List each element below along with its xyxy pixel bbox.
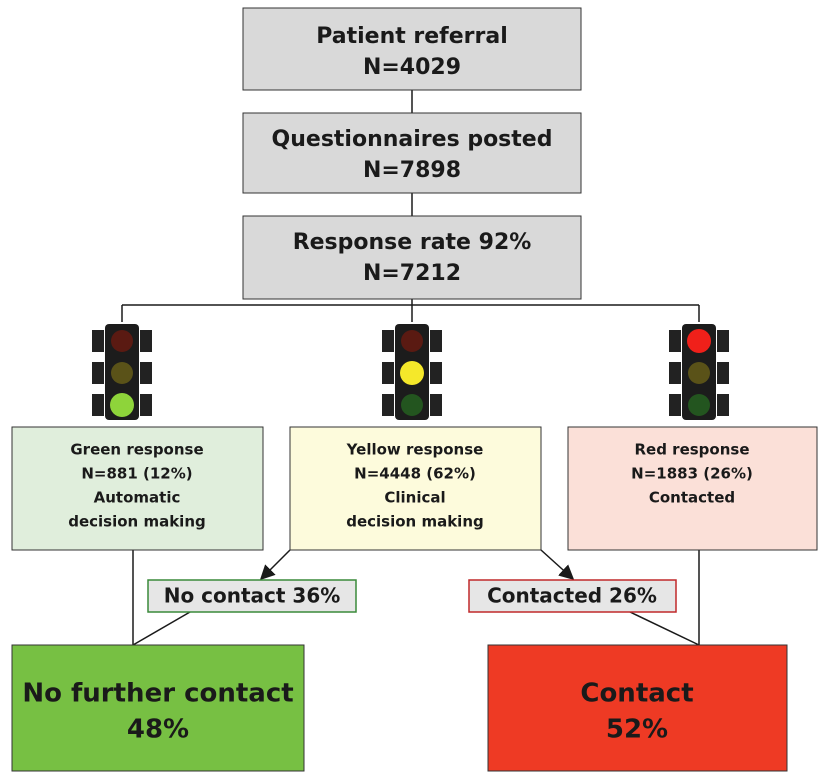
response-text: N=1883 (26%): [631, 465, 753, 483]
traffic-light-yellow: [382, 324, 442, 420]
response-text: Yellow response: [346, 441, 484, 459]
response-text: N=4448 (62%): [354, 465, 476, 483]
step-text: Response rate 92%: [293, 230, 532, 255]
response-text: decision making: [68, 513, 206, 531]
step-text: Questionnaires posted: [272, 127, 553, 152]
response-text: Clinical: [384, 489, 445, 507]
response-text: decision making: [346, 513, 484, 531]
traffic-light-green: [92, 324, 152, 420]
traffic-light-red: [669, 324, 729, 420]
response-text: Red response: [634, 441, 749, 459]
step-text: N=7212: [363, 261, 461, 286]
step-text: N=4029: [363, 55, 461, 80]
response-text: Automatic: [94, 489, 181, 507]
connectors: [121, 90, 700, 646]
step-text: Patient referral: [316, 24, 508, 49]
outcome-box: [11, 644, 305, 772]
label-text: No contact 36%: [164, 584, 341, 608]
label-box: [147, 579, 357, 613]
step-box: [242, 112, 582, 194]
outcome-box: [487, 644, 788, 772]
outcome-text: Contact: [580, 679, 693, 709]
response-text: Green response: [70, 441, 203, 459]
response-box: [11, 426, 264, 551]
label-text: Contacted 26%: [487, 584, 657, 608]
outcome-text: 52%: [606, 715, 668, 745]
response-text: Contacted: [649, 489, 735, 507]
outcome-text: 48%: [127, 715, 189, 745]
response-box: [289, 426, 542, 551]
response-text: N=881 (12%): [81, 465, 192, 483]
step-text: N=7898: [363, 158, 461, 183]
step-box: [242, 7, 582, 91]
step-box: [242, 215, 582, 300]
outcome-text: No further contact: [22, 679, 293, 709]
response-box: [567, 426, 818, 551]
label-box: [468, 579, 677, 613]
